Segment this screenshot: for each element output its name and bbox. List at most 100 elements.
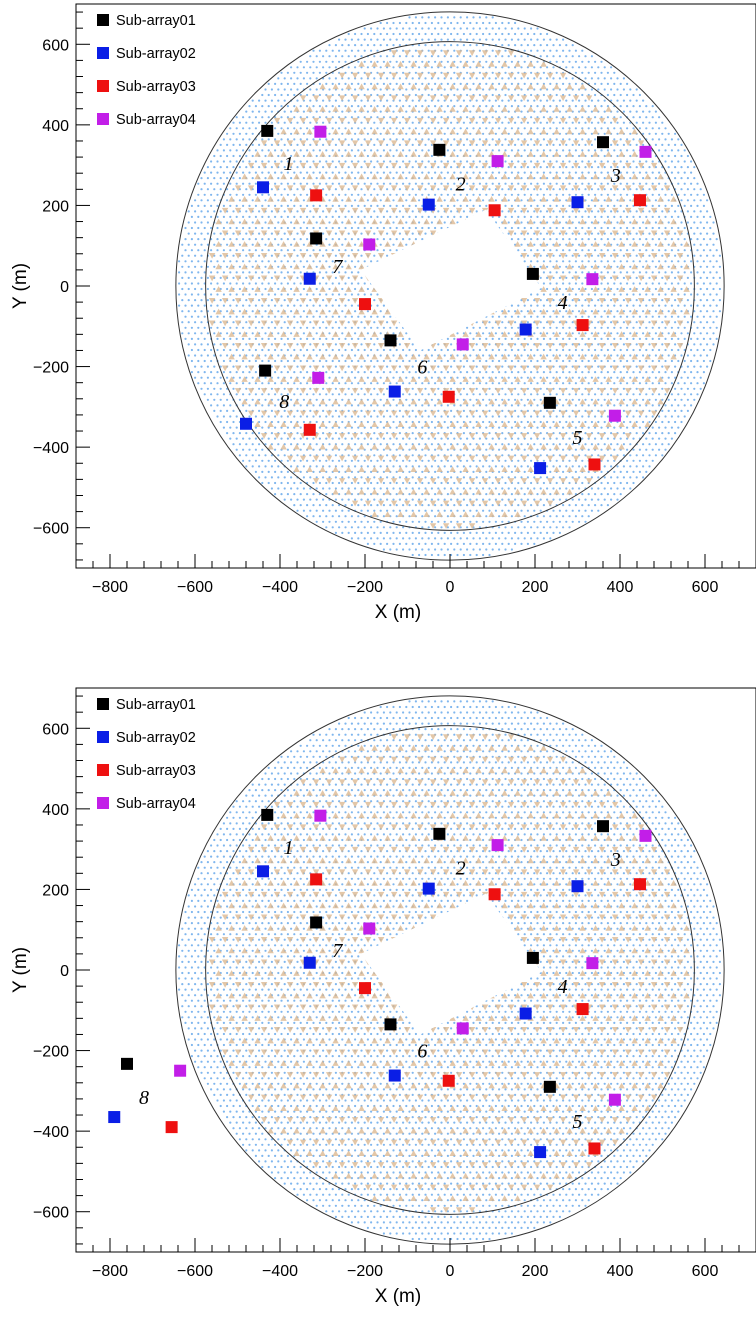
x-tick-label: 400 <box>607 1263 634 1280</box>
legend-swatch <box>97 80 109 92</box>
group-label: 3 <box>610 165 621 187</box>
x-axis-label: X (m) <box>375 602 421 623</box>
group-label: 6 <box>417 1041 427 1063</box>
y-tick-label: −400 <box>33 1124 69 1141</box>
y-tick-label: 400 <box>42 802 69 819</box>
x-tick-label: 600 <box>692 579 719 596</box>
marker-sub-array03 <box>303 423 316 436</box>
group-label: 8 <box>279 391 289 413</box>
marker-sub-array02 <box>257 865 269 878</box>
detector-array <box>178 700 722 1241</box>
legend-label: Sub-array03 <box>116 79 196 95</box>
legend-swatch <box>97 797 109 809</box>
marker-sub-array01 <box>261 808 274 821</box>
y-axis-label: Y (m) <box>10 263 31 309</box>
marker-sub-array02 <box>388 385 401 398</box>
marker-sub-array02 <box>534 1146 547 1159</box>
x-tick-label: 400 <box>607 579 634 596</box>
legend-label: Sub-array04 <box>116 796 196 812</box>
x-tick-label: −800 <box>92 1263 128 1280</box>
marker-sub-array04 <box>456 338 469 351</box>
x-tick-label: −600 <box>177 579 213 596</box>
marker-sub-array02 <box>519 323 532 336</box>
marker-sub-array03 <box>310 189 323 202</box>
group-label: 3 <box>610 849 621 871</box>
legend-label: Sub-array02 <box>116 730 196 746</box>
marker-sub-array04 <box>639 145 652 158</box>
marker-sub-array03 <box>588 458 601 471</box>
marker-sub-array02 <box>519 1007 532 1020</box>
legend-swatch <box>97 113 109 125</box>
legend-label: Sub-array01 <box>116 697 196 713</box>
y-tick-label: −200 <box>33 360 69 377</box>
group-label: 7 <box>332 256 343 278</box>
y-tick-label: −600 <box>33 1205 69 1222</box>
marker-sub-array02 <box>571 196 584 209</box>
y-tick-label: −400 <box>33 440 69 457</box>
marker-sub-array03 <box>488 888 501 901</box>
marker-sub-array02 <box>422 882 435 895</box>
marker-sub-array02 <box>240 417 252 430</box>
legend-label: Sub-array03 <box>116 763 196 779</box>
marker-sub-array01 <box>310 232 323 245</box>
marker-sub-array03 <box>488 204 501 217</box>
y-tick-label: 200 <box>42 198 69 215</box>
x-tick-label: 0 <box>446 579 455 596</box>
marker-sub-array01 <box>597 820 609 833</box>
x-tick-label: 0 <box>446 1263 455 1280</box>
marker-sub-array01 <box>526 951 539 964</box>
boundary-circle <box>205 725 695 1215</box>
legend-label: Sub-array01 <box>116 13 196 29</box>
x-tick-label: −200 <box>347 1263 383 1280</box>
marker-sub-array02 <box>534 462 547 475</box>
marker-sub-array04 <box>363 922 376 935</box>
y-tick-label: 200 <box>42 882 69 899</box>
y-axis-label: Y (m) <box>10 947 31 993</box>
marker-sub-array04 <box>608 409 621 422</box>
group-label: 1 <box>284 153 294 175</box>
top-panel: −800 −600 −400 −200 0 200 400 600 −600 −400 −200 0 2… <box>10 3 756 623</box>
legend-swatch <box>97 764 109 776</box>
x-tick-label: −600 <box>177 1263 213 1280</box>
marker-sub-array03 <box>633 878 646 891</box>
legend-swatch <box>97 731 109 743</box>
marker-sub-array02 <box>303 272 316 285</box>
group-label: 5 <box>573 427 583 449</box>
group-label: 7 <box>332 940 343 962</box>
legend-label: Sub-array04 <box>116 112 196 128</box>
x-tick-label: −400 <box>262 579 298 596</box>
legend-label: Sub-array02 <box>116 46 196 62</box>
marker-sub-array02 <box>571 880 584 893</box>
group-label: 1 <box>284 837 294 859</box>
marker-sub-array01 <box>597 136 609 149</box>
boundary-circle <box>205 41 695 531</box>
marker-sub-array02 <box>388 1069 401 1082</box>
x-tick-label: 600 <box>692 1263 719 1280</box>
marker-sub-array04 <box>491 839 504 852</box>
marker-sub-array02 <box>108 1111 121 1124</box>
y-tick-label: 600 <box>42 37 69 54</box>
x-tick-label: −200 <box>347 579 383 596</box>
marker-sub-array03 <box>310 873 323 886</box>
marker-sub-array01 <box>543 396 556 409</box>
marker-sub-array03 <box>359 982 371 995</box>
marker-sub-array04 <box>491 155 504 168</box>
group-label: 4 <box>558 976 568 998</box>
marker-sub-array04 <box>456 1022 469 1035</box>
marker-sub-array04 <box>174 1064 187 1077</box>
marker-sub-array01 <box>384 334 397 347</box>
marker-sub-array03 <box>633 194 646 207</box>
marker-sub-array03 <box>576 1003 589 1016</box>
marker-sub-array02 <box>422 198 435 211</box>
marker-sub-array03 <box>442 1074 455 1087</box>
y-tick-label: 0 <box>60 963 69 980</box>
marker-sub-array04 <box>314 809 327 822</box>
detector-array <box>178 16 722 557</box>
marker-sub-array03 <box>442 390 455 403</box>
marker-sub-array01 <box>259 364 272 377</box>
y-tick-label: 600 <box>42 721 69 738</box>
x-tick-label: 200 <box>522 579 549 596</box>
marker-sub-array03 <box>359 298 371 311</box>
legend-swatch <box>97 698 109 710</box>
